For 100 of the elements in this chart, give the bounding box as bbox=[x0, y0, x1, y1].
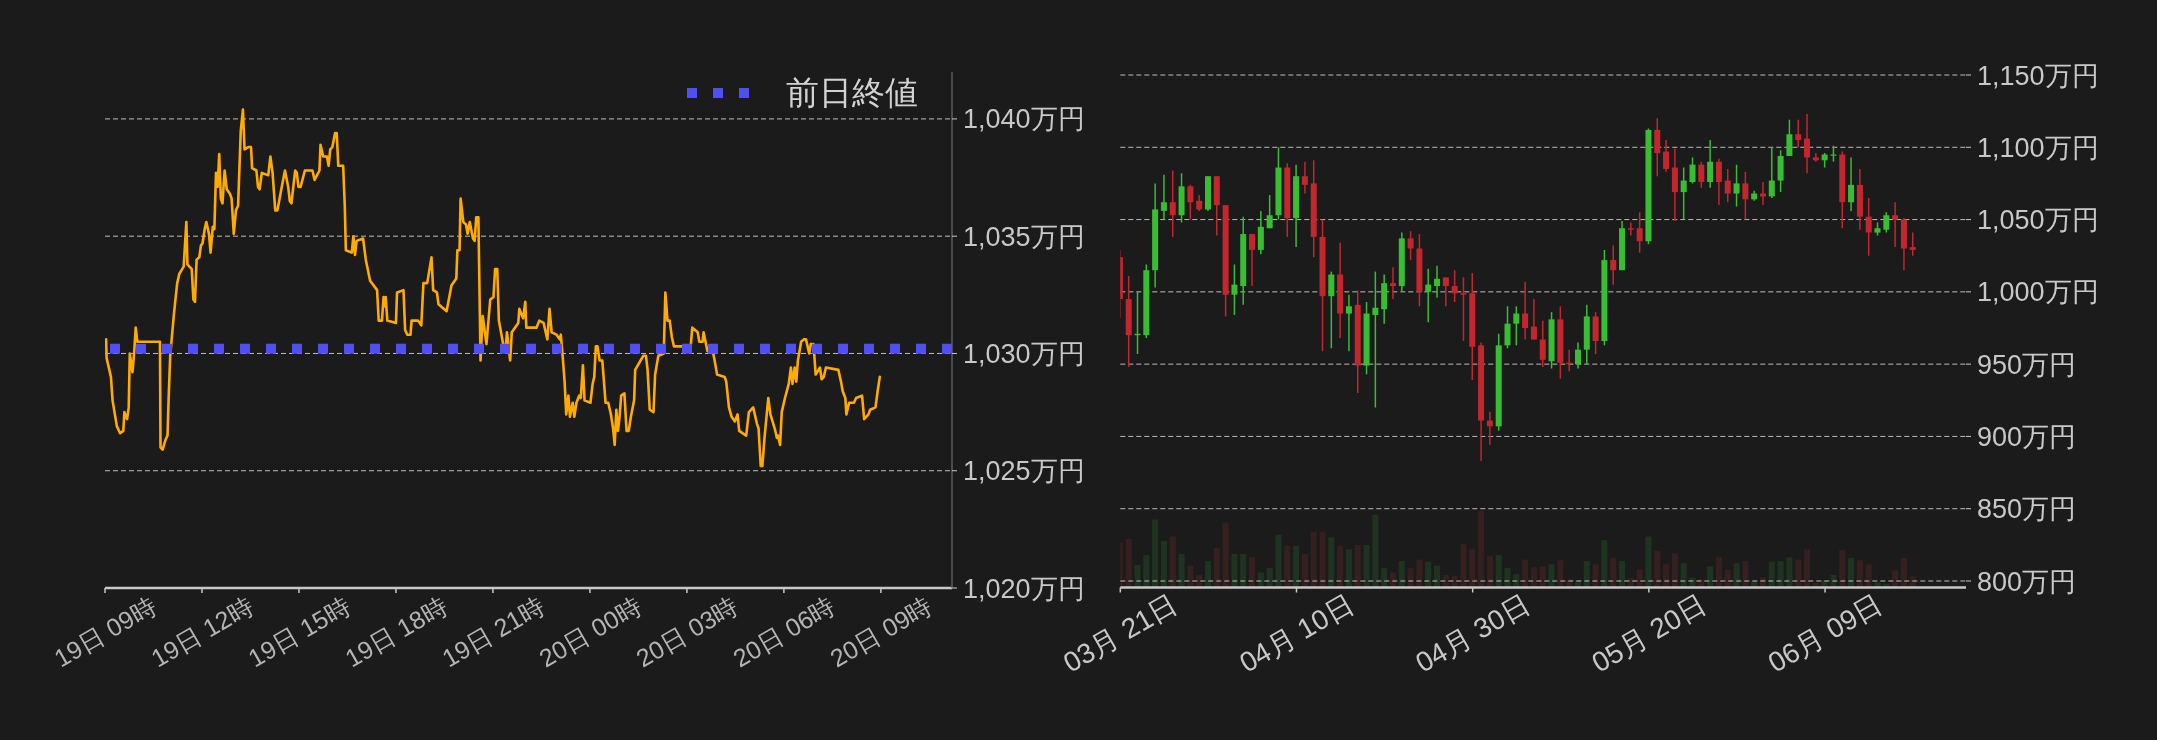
x-tick-label: 06月 09日 bbox=[1762, 588, 1888, 679]
candlestick bbox=[1266, 194, 1273, 229]
candlestick bbox=[1724, 168, 1731, 203]
candlestick bbox=[1892, 201, 1899, 248]
bar bbox=[1301, 553, 1308, 588]
y-tick-label: 1,000万円 bbox=[1977, 277, 2099, 308]
x-tick-label: 04月 10日 bbox=[1234, 588, 1359, 679]
bar bbox=[1328, 536, 1335, 588]
bar bbox=[1310, 531, 1317, 588]
candlestick bbox=[1160, 174, 1167, 221]
candlestick bbox=[1231, 263, 1238, 316]
candlestick bbox=[1460, 276, 1467, 342]
y-tick-label: 850万円 bbox=[1977, 494, 2077, 525]
candlestick bbox=[1389, 266, 1396, 300]
bar bbox=[1839, 549, 1846, 588]
candlestick bbox=[1698, 160, 1705, 189]
bar bbox=[1231, 553, 1238, 588]
candlestick bbox=[1812, 152, 1819, 163]
bar bbox=[1354, 544, 1361, 588]
bar bbox=[1213, 547, 1220, 588]
candlestick bbox=[1345, 294, 1352, 352]
candlestick bbox=[1442, 276, 1449, 308]
y-tick-label: 1,100万円 bbox=[1977, 132, 2099, 163]
y-tick-label: 1,040万円 bbox=[963, 104, 1085, 135]
candlestick bbox=[1574, 341, 1581, 370]
bar bbox=[1610, 557, 1617, 588]
candlestick bbox=[1768, 146, 1775, 199]
y-tick-label: 1,025万円 bbox=[963, 456, 1085, 487]
bar bbox=[1804, 549, 1811, 588]
bar bbox=[1345, 549, 1352, 588]
y-tick-label: 1,050万円 bbox=[1977, 205, 2099, 236]
y-tick-label: 1,150万円 bbox=[1977, 60, 2099, 91]
bar bbox=[1319, 531, 1326, 588]
candlestick bbox=[1434, 265, 1441, 299]
bar bbox=[1178, 553, 1185, 588]
y-tick-label: 1,030万円 bbox=[963, 339, 1085, 370]
bar bbox=[1671, 552, 1678, 588]
candlestick bbox=[1627, 221, 1634, 237]
bar bbox=[1601, 539, 1608, 588]
bar bbox=[1654, 550, 1661, 588]
candlestick bbox=[1249, 233, 1256, 287]
candlestick bbox=[1530, 298, 1537, 341]
bar bbox=[1169, 535, 1176, 588]
candlestick bbox=[1909, 231, 1916, 257]
candlestick bbox=[1610, 244, 1617, 286]
legend-label: 前日終値 bbox=[786, 74, 918, 112]
candlestick bbox=[1848, 156, 1855, 212]
bar bbox=[1372, 514, 1379, 588]
candlestick bbox=[1169, 169, 1176, 238]
bar bbox=[1222, 522, 1229, 588]
candlestick bbox=[1301, 160, 1308, 195]
candlestick bbox=[1328, 270, 1335, 349]
candlestick bbox=[1742, 171, 1749, 221]
candlestick bbox=[1883, 211, 1890, 234]
candlestick bbox=[1425, 267, 1432, 323]
bar bbox=[1645, 535, 1652, 588]
y-tick-label: 1,020万円 bbox=[963, 573, 1085, 604]
candlestick bbox=[1865, 197, 1872, 257]
y-tick-label: 900万円 bbox=[1977, 422, 2077, 453]
candlestick bbox=[1707, 139, 1714, 189]
x-tick-label: 05月 20日 bbox=[1586, 588, 1712, 679]
candlestick bbox=[1513, 305, 1520, 347]
candlestick bbox=[1407, 230, 1414, 261]
bar bbox=[1284, 545, 1291, 588]
bar bbox=[1469, 548, 1476, 588]
candlestick bbox=[1786, 119, 1793, 157]
candlestick bbox=[1689, 156, 1696, 185]
candlestick bbox=[1539, 320, 1546, 368]
candlestick bbox=[1663, 139, 1670, 173]
bar bbox=[1363, 544, 1370, 588]
bar bbox=[1160, 540, 1167, 588]
candlestick bbox=[1715, 158, 1722, 206]
bar bbox=[1460, 543, 1467, 588]
bar bbox=[1240, 553, 1247, 588]
candlestick bbox=[1804, 113, 1811, 175]
candlestick bbox=[1680, 166, 1687, 221]
candlestick bbox=[1187, 184, 1194, 221]
bar bbox=[1275, 534, 1282, 588]
bar bbox=[1478, 510, 1485, 588]
candlestick bbox=[1504, 305, 1511, 349]
x-tick-label: 04月 30日 bbox=[1410, 588, 1536, 679]
candlestick bbox=[1654, 117, 1661, 177]
candlestick bbox=[1372, 270, 1379, 409]
bar bbox=[1337, 545, 1344, 588]
bar bbox=[1900, 557, 1907, 588]
bar bbox=[1715, 556, 1722, 588]
y-tick-label: 800万円 bbox=[1977, 566, 2077, 597]
y-tick-label: 1,035万円 bbox=[963, 221, 1085, 252]
candlestick bbox=[1451, 269, 1458, 303]
candlestick bbox=[1522, 280, 1529, 341]
y-tick-label: 950万円 bbox=[1977, 349, 2077, 380]
candlestick bbox=[1636, 211, 1643, 254]
candlestick bbox=[1733, 163, 1740, 208]
bar bbox=[1293, 545, 1300, 588]
candlestick bbox=[1795, 119, 1802, 149]
bar bbox=[1786, 556, 1793, 588]
candlestick bbox=[1257, 210, 1264, 256]
bar bbox=[1557, 559, 1564, 588]
bar bbox=[1152, 518, 1159, 588]
bar bbox=[1249, 556, 1256, 588]
